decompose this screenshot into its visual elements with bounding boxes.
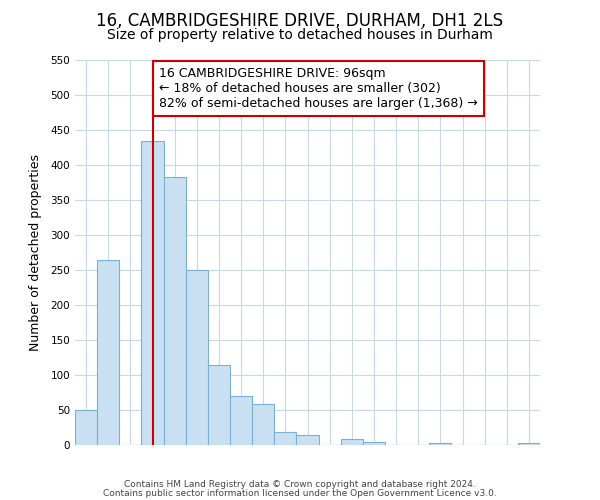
Text: Size of property relative to detached houses in Durham: Size of property relative to detached ho… (107, 28, 493, 42)
Text: 16 CAMBRIDGESHIRE DRIVE: 96sqm
← 18% of detached houses are smaller (302)
82% of: 16 CAMBRIDGESHIRE DRIVE: 96sqm ← 18% of … (159, 67, 478, 110)
Bar (363, 442, 385, 445)
Bar (97, 260, 119, 445)
Text: Contains public sector information licensed under the Open Government Licence v3: Contains public sector information licen… (103, 488, 497, 498)
Bar (296, 434, 319, 445)
Bar (341, 440, 363, 445)
Text: Contains HM Land Registry data © Crown copyright and database right 2024.: Contains HM Land Registry data © Crown c… (124, 480, 476, 489)
Bar (164, 177, 186, 445)
Bar (252, 404, 274, 445)
Bar (274, 432, 296, 445)
Bar (208, 364, 230, 445)
Bar (186, 270, 208, 445)
Y-axis label: Number of detached properties: Number of detached properties (29, 154, 42, 351)
Bar (230, 396, 252, 445)
Bar (75, 410, 97, 445)
Bar (142, 140, 164, 445)
Bar (429, 443, 451, 445)
Bar (518, 443, 540, 445)
Text: 16, CAMBRIDGESHIRE DRIVE, DURHAM, DH1 2LS: 16, CAMBRIDGESHIRE DRIVE, DURHAM, DH1 2L… (97, 12, 503, 30)
